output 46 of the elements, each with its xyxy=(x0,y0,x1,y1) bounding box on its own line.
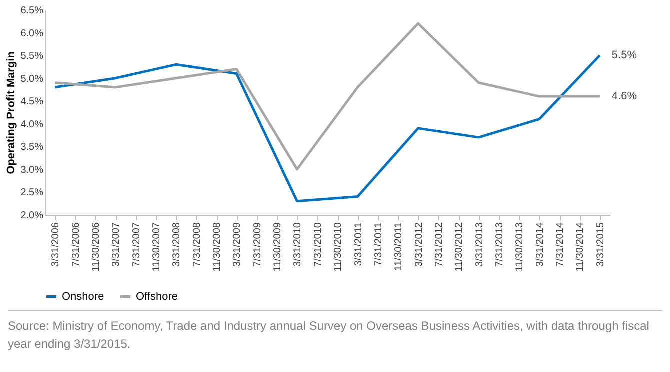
x-tick-label: 3/31/2011 xyxy=(353,222,364,266)
x-tick-label: 7/31/2012 xyxy=(434,222,445,267)
x-tick-label: 11/30/2014 xyxy=(575,222,586,272)
x-tick-label: 11/30/2013 xyxy=(514,222,526,272)
data-label: 5.5% xyxy=(612,50,638,62)
source-note: Source: Ministry of Economy, Trade and Industry annual Survey on Overseas Business Activities, with data through fiscal year ending 3/31/2015. xyxy=(8,310,662,353)
legend-label: Offshore xyxy=(136,290,178,303)
x-tick-label: 11/30/2010 xyxy=(333,222,344,272)
x-tick-label: 3/31/2015 xyxy=(595,222,606,267)
x-tick-label: 3/31/2009 xyxy=(232,222,244,267)
y-tick-label: 3.0% xyxy=(20,164,44,176)
x-tick-label: 11/30/2006 xyxy=(90,222,102,272)
y-tick-label: 4.5% xyxy=(20,96,44,108)
y-tick-label: 3.5% xyxy=(20,142,44,154)
y-tick-label: 4.0% xyxy=(20,119,44,130)
y-tick-label: 5.0% xyxy=(20,74,44,85)
legend-label: Onshore xyxy=(62,290,104,303)
data-label: 4.6% xyxy=(612,90,638,103)
x-tick-label: 7/31/2010 xyxy=(312,222,324,267)
x-tick-label: 3/31/2013 xyxy=(474,222,486,267)
y-tick-label: 2.5% xyxy=(20,188,44,199)
x-tick-label: 11/30/2008 xyxy=(212,222,224,272)
x-tick-label: 7/31/2007 xyxy=(131,222,142,267)
x-tick-label: 3/31/2012 xyxy=(414,222,425,267)
x-tick-label: 7/31/2011 xyxy=(373,222,384,266)
y-tick-label: 6.0% xyxy=(20,28,44,40)
x-tick-label: 7/31/2009 xyxy=(252,222,264,267)
line-series xyxy=(54,22,602,171)
x-tick-label: 7/31/2008 xyxy=(192,222,203,267)
x-tick-label: 3/31/2014 xyxy=(534,222,546,267)
line-series xyxy=(54,54,602,203)
x-tick-label: 3/31/2007 xyxy=(111,222,122,267)
x-tick-label: 3/31/2010 xyxy=(292,222,304,267)
x-tick-label: 7/31/2013 xyxy=(494,222,506,267)
y-tick-label: 5.5% xyxy=(20,51,44,62)
x-tick-label: 3/31/2008 xyxy=(172,222,183,267)
x-tick-label: 11/30/2007 xyxy=(151,222,162,272)
x-tick-label: 11/30/2012 xyxy=(454,222,466,272)
x-tick-label: 11/30/2009 xyxy=(272,222,284,272)
x-tick-label: 7/31/2006 xyxy=(70,222,82,267)
x-tick-label: 3/31/2006 xyxy=(50,222,62,267)
y-axis-title: Operating Profit Margin xyxy=(6,51,18,174)
y-tick-label: 2.0% xyxy=(20,210,44,222)
x-tick-label: 11/30/2011 xyxy=(394,222,405,272)
x-tick-label: 7/31/2014 xyxy=(555,222,566,267)
y-tick-label: 6.5% xyxy=(20,6,44,16)
